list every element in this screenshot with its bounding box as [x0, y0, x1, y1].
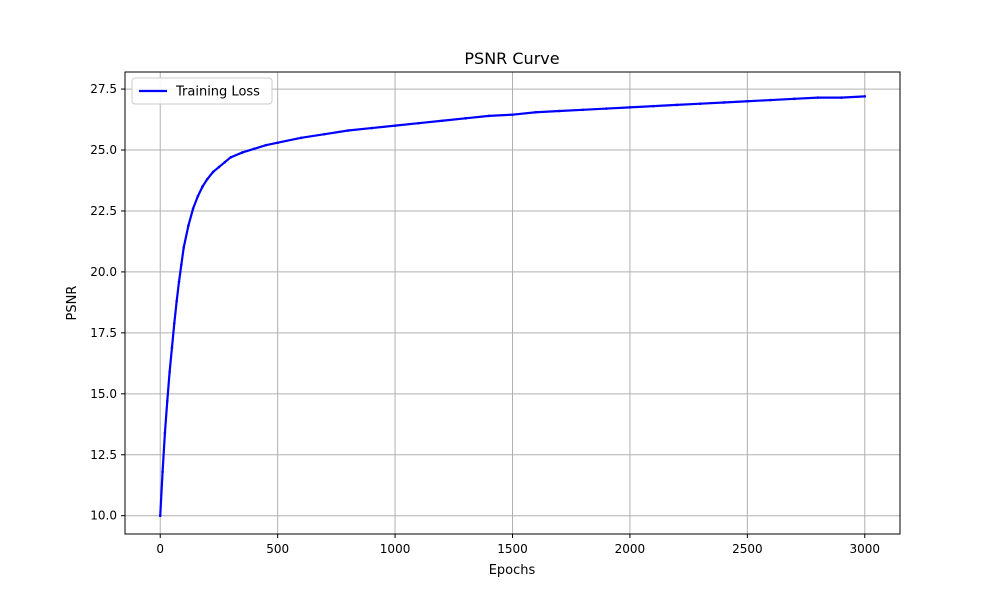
- y-tick-label: 25.0: [90, 143, 117, 157]
- data-point: [168, 370, 171, 374]
- data-point: [217, 165, 221, 169]
- y-tick-label: 22.5: [90, 204, 117, 218]
- legend-box: [131, 77, 273, 105]
- chart-title: PSNR Curve: [464, 49, 559, 68]
- data-point: [175, 299, 178, 303]
- data-point: [793, 97, 796, 101]
- y-tick-label: 17.5: [90, 326, 117, 340]
- data-point: [187, 224, 190, 227]
- data-point: [511, 113, 514, 116]
- data-point: [558, 109, 561, 113]
- x-tick-label: 3000: [849, 542, 880, 556]
- data-point: [299, 136, 303, 140]
- data-point: [252, 147, 256, 151]
- data-point: [816, 96, 820, 99]
- data-point: [863, 95, 867, 98]
- data-point: [417, 121, 420, 125]
- x-tick-label: 2000: [615, 542, 646, 556]
- data-point: [534, 110, 538, 114]
- legend: Training Loss: [131, 77, 273, 105]
- x-tick-label: 1000: [380, 542, 411, 556]
- data-point: [170, 346, 174, 349]
- y-axis-ticks: 10.0 12.5 15.0 17.5 20.0 22.5 25.0 27.5: [90, 82, 125, 523]
- data-point: [211, 170, 215, 174]
- y-tick-label: 27.5: [90, 82, 117, 96]
- y-tick-label: 20.0: [90, 265, 117, 279]
- data-point: [158, 514, 162, 518]
- y-axis-label: PSNR: [65, 286, 80, 321]
- data-point: [675, 103, 679, 107]
- data-point: [628, 106, 632, 109]
- y-tick-label: 15.0: [90, 387, 117, 401]
- data-point: [276, 141, 279, 144]
- x-tick-label: 2500: [732, 542, 763, 556]
- data-point: [182, 246, 186, 249]
- data-point: [652, 104, 655, 108]
- data-point: [205, 177, 209, 181]
- data-point: [196, 195, 200, 198]
- grid: [125, 72, 900, 534]
- x-tick-label: 0: [156, 542, 164, 556]
- x-axis-label: Epochs: [489, 563, 536, 578]
- data-point: [163, 431, 167, 435]
- data-point: [699, 102, 702, 105]
- data-point: [161, 470, 164, 474]
- series-layer: [158, 95, 867, 518]
- data-point: [487, 114, 491, 118]
- data-point: [370, 126, 373, 130]
- data-point: [346, 129, 350, 132]
- data-point: [746, 99, 749, 103]
- x-tick-label: 500: [266, 542, 289, 556]
- data-point: [180, 263, 183, 266]
- data-point: [223, 160, 227, 164]
- data-point: [393, 124, 397, 127]
- y-tick-label: 12.5: [90, 448, 117, 462]
- data-point: [191, 207, 195, 210]
- y-tick-label: 10.0: [90, 509, 117, 523]
- x-tick-label: 1500: [497, 542, 528, 556]
- data-point: [177, 280, 181, 283]
- data-point: [769, 98, 773, 102]
- data-point: [605, 107, 608, 110]
- data-point: [722, 101, 726, 104]
- data-point: [241, 151, 244, 154]
- x-axis-ticks: 0 500 1000 1500 2000 2500 3000: [156, 534, 880, 556]
- data-point: [464, 117, 467, 120]
- data-point: [440, 119, 444, 123]
- data-point: [201, 185, 204, 188]
- data-point: [173, 321, 176, 325]
- data-point: [165, 399, 169, 403]
- data-point: [581, 108, 585, 112]
- legend-label-training-loss: Training Loss: [175, 85, 260, 100]
- data-point: [323, 132, 326, 136]
- data-point: [229, 156, 232, 159]
- data-point: [839, 96, 843, 99]
- data-point: [264, 143, 268, 147]
